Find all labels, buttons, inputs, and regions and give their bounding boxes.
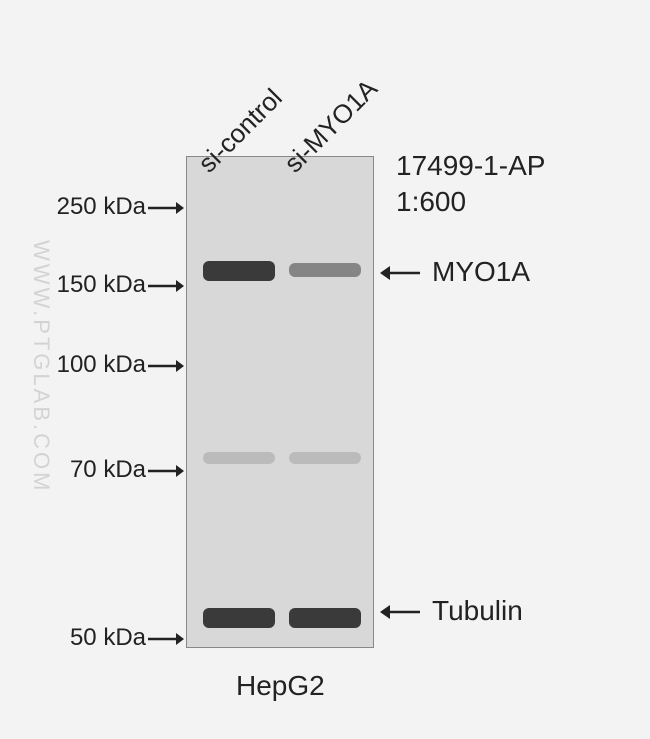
cell-line-label: HepG2 bbox=[236, 670, 325, 702]
mw-arrow-4 bbox=[148, 629, 184, 649]
mw-arrow-1 bbox=[148, 276, 184, 296]
western-blot-figure: WWW.PTGLAB.COM si-control si-MYO1A 17499… bbox=[0, 0, 650, 739]
blot-membrane bbox=[186, 156, 374, 648]
mw-arrow-3 bbox=[148, 461, 184, 481]
myo1a-band-control bbox=[203, 261, 275, 281]
myo1a-band-kd bbox=[289, 263, 361, 277]
tubulin-band-2 bbox=[289, 608, 361, 628]
mw-arrow-0 bbox=[148, 198, 184, 218]
mw-label-3: 70 kDa bbox=[48, 456, 146, 484]
tubulin-band-1 bbox=[203, 608, 275, 628]
right-label-tubulin: Tubulin bbox=[432, 595, 523, 627]
dilution-label: 1:600 bbox=[396, 186, 466, 218]
mw-label-0: 250 kDa bbox=[36, 193, 146, 221]
antibody-id-label: 17499-1-AP bbox=[396, 150, 545, 182]
mw-label-2: 100 kDa bbox=[36, 351, 146, 379]
mw-arrow-2 bbox=[148, 356, 184, 376]
right-arrow-myo1a bbox=[380, 261, 420, 285]
right-arrow-tubulin bbox=[380, 600, 420, 624]
faint-band-1 bbox=[203, 452, 275, 464]
mw-label-4: 50 kDa bbox=[48, 624, 146, 652]
mw-label-1: 150 kDa bbox=[36, 271, 146, 299]
right-label-myo1a: MYO1A bbox=[432, 256, 530, 288]
faint-band-2 bbox=[289, 452, 361, 464]
